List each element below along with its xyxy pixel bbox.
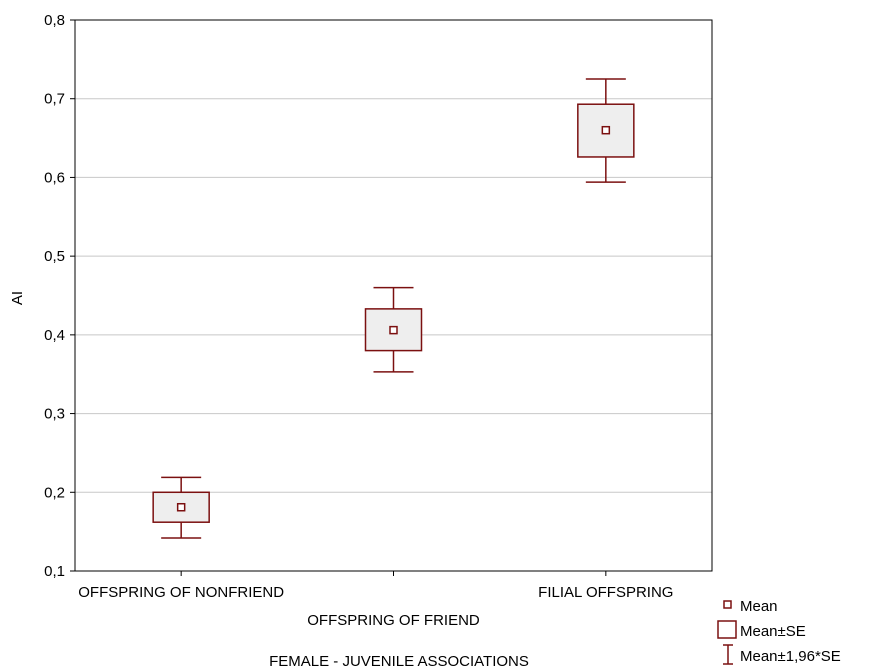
y-tick-label: 0,7 [44,91,65,108]
box-1 [364,286,423,373]
legend-se-label: Mean±SE [740,623,806,640]
y-tick-label: 0,8 [44,12,65,29]
data-marks [152,78,635,539]
legend-ci-label: Mean±1,96*SE [740,648,841,665]
y-axis: 0,1 0,2 0,3 0,4 0,5 0,6 0,7 0,8 [44,12,75,580]
legend: Mean Mean±SE Mean±1,96*SE [717,598,841,665]
y-tick-label: 0,1 [44,563,65,580]
legend-se-marker [717,620,737,639]
legend-mean-marker [723,600,732,609]
y-tick-label: 0,6 [44,169,65,186]
mean-point [601,125,611,135]
y-tick-label: 0,3 [44,406,65,423]
x-tick-label: OFFSPRING OF NONFRIEND [78,584,284,601]
y-tick-label: 0,2 [44,484,65,501]
y-axis-label: AI [9,291,26,305]
box-0 [152,476,210,539]
mean-point [389,325,398,335]
x-tick-label: FILIAL OFFSPRING [538,584,673,601]
y-tick-label: 0,4 [44,327,65,344]
x-axis-title: FEMALE - JUVENILE ASSOCIATIONS [269,653,529,670]
legend-mean-label: Mean [740,598,778,615]
x-axis: OFFSPRING OF NONFRIEND OFFSPRING OF FRIEN… [78,571,673,629]
mean-point [176,502,186,512]
y-tick-label: 0,5 [44,248,65,265]
legend-ci-marker [723,644,733,665]
x-tick-label: OFFSPRING OF FRIEND [307,612,480,629]
box-2 [577,78,635,183]
